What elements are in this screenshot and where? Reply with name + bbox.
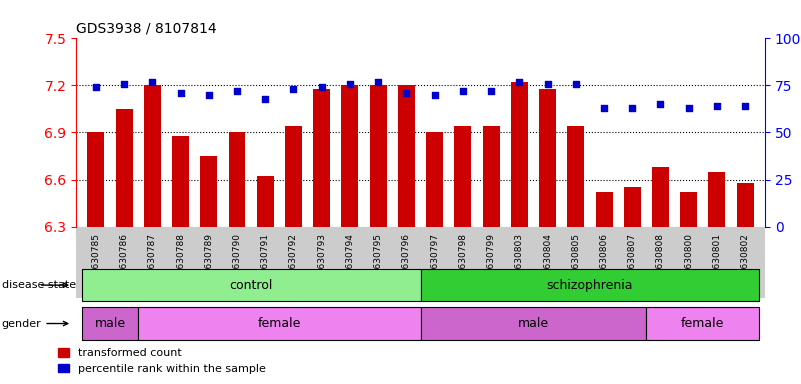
Point xyxy=(90,84,103,90)
Point xyxy=(259,96,272,102)
Point xyxy=(682,105,695,111)
Bar xyxy=(87,132,104,227)
Bar xyxy=(257,176,274,227)
Text: female: female xyxy=(258,317,301,330)
Bar xyxy=(567,126,584,227)
Bar xyxy=(454,126,471,227)
Point xyxy=(174,90,187,96)
Point xyxy=(626,105,638,111)
Bar xyxy=(200,156,217,227)
Text: GDS3938 / 8107814: GDS3938 / 8107814 xyxy=(76,22,217,36)
Bar xyxy=(228,132,245,227)
Point xyxy=(429,92,441,98)
Point xyxy=(400,90,413,96)
Point xyxy=(654,101,667,107)
Bar xyxy=(511,82,528,227)
Bar xyxy=(172,136,189,227)
Bar xyxy=(624,187,641,227)
Bar xyxy=(115,109,132,227)
Point xyxy=(146,79,159,85)
Bar xyxy=(680,192,697,227)
Point xyxy=(739,103,751,109)
Point xyxy=(316,84,328,90)
Bar xyxy=(709,172,726,227)
Text: control: control xyxy=(229,279,273,291)
Text: gender: gender xyxy=(2,318,68,329)
Bar xyxy=(539,89,556,227)
Bar xyxy=(426,132,443,227)
Point xyxy=(541,81,554,87)
Bar xyxy=(737,183,754,227)
Text: schizophrenia: schizophrenia xyxy=(546,279,633,291)
Point xyxy=(287,86,300,92)
Bar xyxy=(285,126,302,227)
Point xyxy=(710,103,723,109)
Point xyxy=(203,92,215,98)
Point xyxy=(570,81,582,87)
Bar xyxy=(398,85,415,227)
Text: male: male xyxy=(95,317,126,330)
Legend: transformed count, percentile rank within the sample: transformed count, percentile rank withi… xyxy=(54,344,271,379)
Bar xyxy=(144,85,161,227)
Bar xyxy=(483,126,500,227)
Text: female: female xyxy=(681,317,725,330)
Point xyxy=(598,105,610,111)
Point xyxy=(118,81,131,87)
Bar xyxy=(313,89,330,227)
Point xyxy=(344,81,356,87)
Bar xyxy=(652,167,669,227)
Point xyxy=(231,88,244,94)
Bar xyxy=(341,85,358,227)
Point xyxy=(457,88,469,94)
Point xyxy=(372,79,384,85)
Bar xyxy=(370,85,387,227)
Bar xyxy=(596,192,613,227)
Point xyxy=(513,79,525,85)
Text: disease state: disease state xyxy=(2,280,76,290)
Text: male: male xyxy=(518,317,549,330)
Point xyxy=(485,88,497,94)
